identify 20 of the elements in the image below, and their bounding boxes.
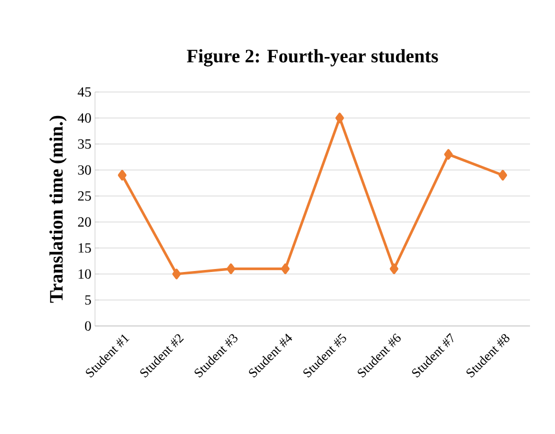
y-tick-label: 30 [78, 165, 91, 175]
point [444, 149, 453, 160]
point [390, 263, 398, 274]
point [172, 268, 181, 280]
y-tick-label: 10 [78, 269, 91, 279]
y-tick-label: 35 [78, 139, 91, 149]
y-tick-label: 5 [85, 295, 91, 305]
point [118, 170, 126, 180]
point [498, 170, 508, 180]
y-tick-label: 45 [78, 87, 91, 97]
y-tick-label: 15 [78, 243, 91, 253]
chart-title: Figure 2: Fourth-year students [186, 49, 438, 66]
y-tick-label: 0 [85, 321, 91, 331]
point [226, 263, 236, 274]
point [281, 263, 290, 274]
y-tick-label: 25 [78, 191, 91, 201]
y-tick-label: 40 [78, 113, 91, 123]
y-axis-title: Translation time (min.) [49, 116, 67, 303]
y-tick-label: 20 [78, 217, 91, 227]
point [335, 112, 344, 124]
